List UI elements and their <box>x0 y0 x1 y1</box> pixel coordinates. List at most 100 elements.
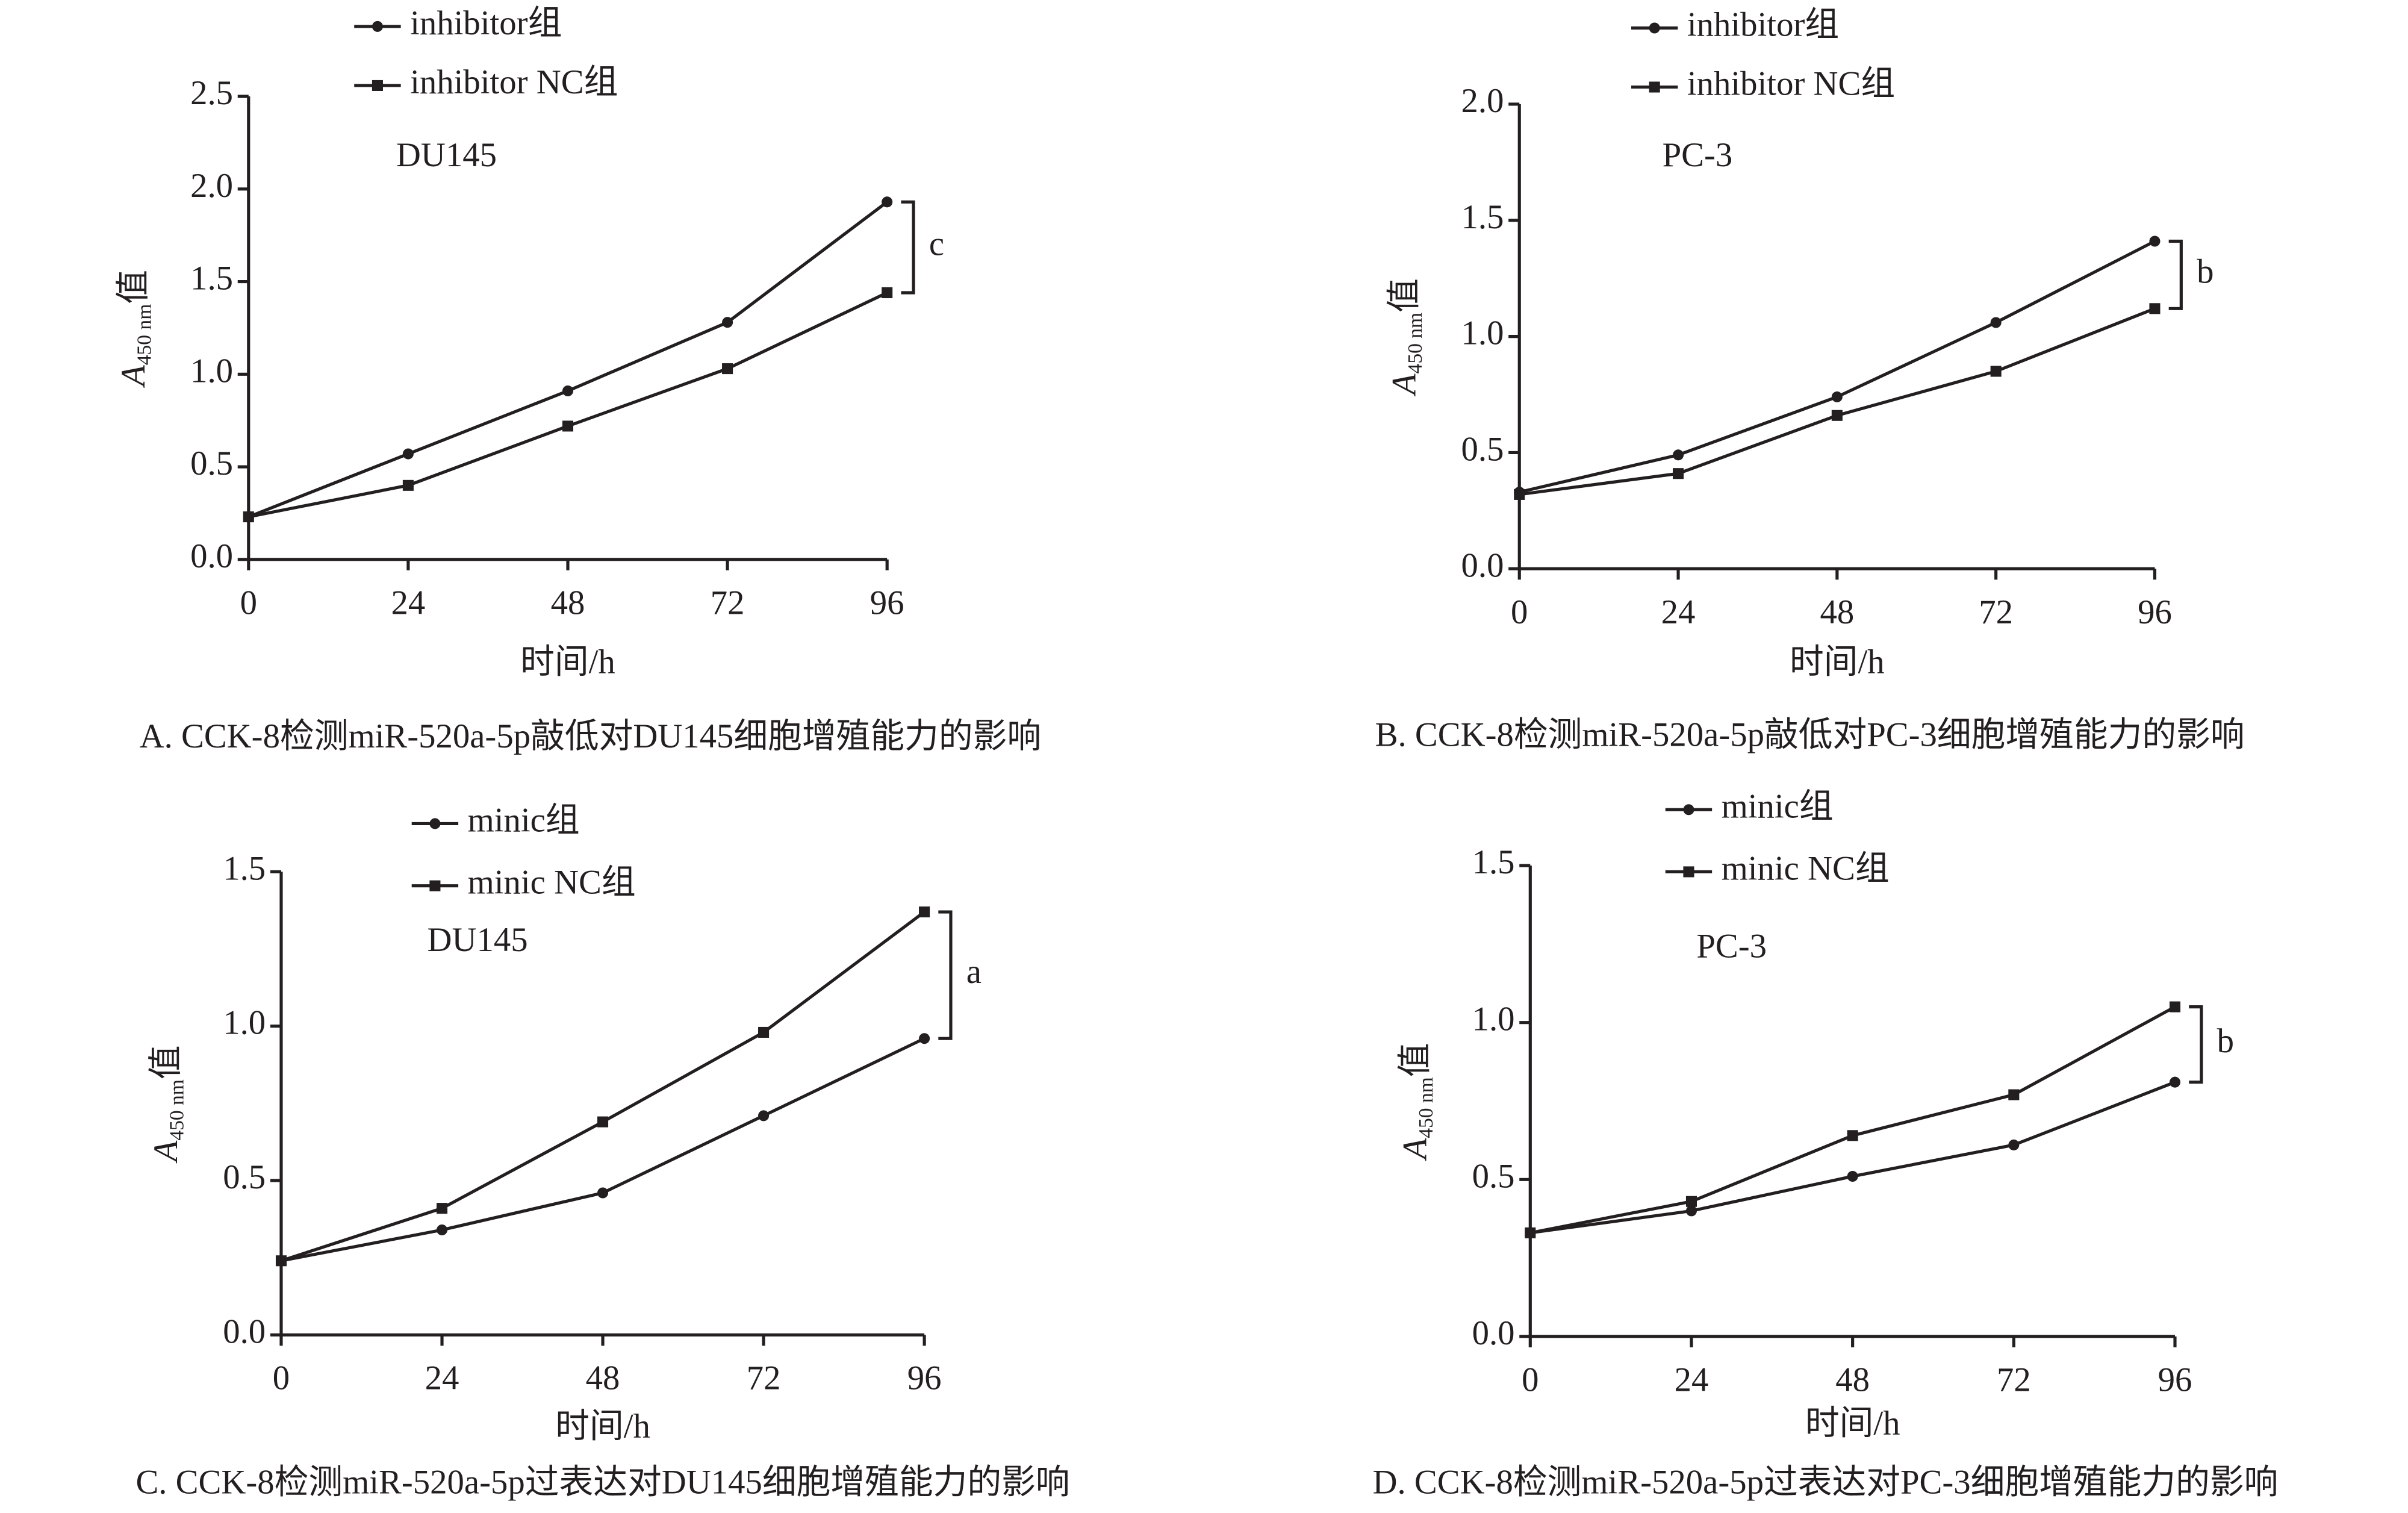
x-tick-label: 72 <box>1979 593 2013 631</box>
point <box>2008 1139 2020 1150</box>
legend-marker <box>429 818 441 829</box>
chart: 0.0 0.5 1.0 1.5 0 24 48 72 96 时间/h A450 nm值 minic组 m… <box>1373 787 2279 1501</box>
point <box>597 1187 609 1199</box>
x-axis-label: 时间/h <box>1805 1405 1900 1443</box>
point <box>597 1116 609 1128</box>
point <box>919 1033 930 1044</box>
point <box>722 363 733 375</box>
y-tick-label: 0.0 <box>190 537 233 575</box>
x-tick-label: 72 <box>711 584 745 622</box>
x-tick-label: 24 <box>425 1359 459 1397</box>
significance-bracket <box>901 200 915 295</box>
x-tick-label: 96 <box>2158 1361 2192 1399</box>
chart: 0.0 0.5 1.0 1.5 2.0 2.5 0 24 48 72 96 时间/h A450 nm值 i… <box>114 4 1041 755</box>
y-label-subscript: 450 nm <box>1415 1077 1437 1138</box>
x-tick-label: 24 <box>1675 1361 1709 1399</box>
point <box>1685 1205 1697 1217</box>
x-axis-label: 时间/h <box>555 1408 650 1446</box>
x-axis-label: 时间/h <box>1790 643 1885 681</box>
legend-marker <box>372 20 383 32</box>
x-tick-label: 96 <box>2138 593 2172 631</box>
y-axis-label: A450 nm值 <box>1396 1043 1437 1162</box>
significance-label: c <box>929 225 944 263</box>
cell-line-label: PC-3 <box>1696 927 1767 965</box>
legend-label: minic组 <box>1722 787 1834 825</box>
caption: B. CCK-8检测miR-520a-5p敲低对PC-3细胞增殖能力的影响 <box>1375 716 2245 754</box>
legend-label: inhibitor组 <box>410 4 562 42</box>
y-tick-label: 1.0 <box>1472 1000 1515 1038</box>
x-tick-label: 96 <box>870 584 904 622</box>
y-tick-label: 0.0 <box>1461 546 1504 584</box>
x-tick-label: 0 <box>240 584 257 622</box>
point <box>1685 1196 1697 1207</box>
y-tick-label: 1.0 <box>223 1004 266 1042</box>
y-tick-label: 0.5 <box>1461 431 1504 469</box>
series-line <box>1529 1081 2176 1235</box>
y-label-symbol: A <box>1396 1138 1434 1161</box>
point <box>1673 449 1684 461</box>
x-tick-label: 24 <box>1661 593 1696 631</box>
x-tick-label: 72 <box>747 1359 781 1397</box>
y-label-symbol: A <box>147 1140 185 1164</box>
y-label-symbol: A <box>114 365 152 388</box>
y-tick-label: 1.5 <box>1472 843 1515 881</box>
legend-marker <box>1649 22 1660 34</box>
point <box>1673 468 1684 479</box>
point <box>1990 317 2002 328</box>
point <box>1847 1171 1858 1182</box>
x-tick-label: 72 <box>1997 1361 2031 1399</box>
x-tick-label: 96 <box>907 1359 942 1397</box>
legend-marker <box>372 80 383 91</box>
legend-marker <box>1683 866 1694 878</box>
y-label-subscript: 450 nm <box>1404 313 1426 374</box>
series-line <box>248 291 888 519</box>
y-label-subscript: 450 nm <box>133 304 155 366</box>
legend-marker <box>1683 804 1694 816</box>
legend-label: minic NC组 <box>1722 849 1890 887</box>
y-tick-label: 2.0 <box>1461 82 1504 120</box>
point <box>436 1224 448 1236</box>
point <box>402 448 414 460</box>
significance-bracket <box>2189 1005 2203 1084</box>
point <box>402 479 414 491</box>
point <box>2149 236 2161 247</box>
point <box>1525 1227 1536 1238</box>
series-line <box>1519 240 2156 494</box>
x-tick-label: 48 <box>1820 593 1854 631</box>
chart: 0.0 0.5 1.0 1.5 2.0 0 24 48 72 96 时间/h A450 nm值 inhi… <box>1375 6 2245 754</box>
point <box>275 1255 287 1267</box>
point <box>1831 410 1843 421</box>
significance-label: b <box>2197 252 2214 290</box>
y-tick-label: 0.5 <box>190 445 233 482</box>
y-label-symbol: A <box>1386 373 1423 397</box>
significance-label: a <box>966 953 982 991</box>
point <box>882 196 893 208</box>
significance-bracket <box>2168 239 2183 310</box>
legend-label: inhibitor NC组 <box>410 63 618 101</box>
legend-label: minic NC组 <box>468 864 636 902</box>
legend-marker <box>429 880 441 891</box>
point <box>2169 1076 2181 1088</box>
y-tick-label: 1.5 <box>1461 198 1504 236</box>
y-axis-label: A450 nm值 <box>147 1045 188 1164</box>
y-label-suffix: 值 <box>1396 1043 1434 1078</box>
x-tick-label: 24 <box>391 584 426 622</box>
point <box>2169 1001 2181 1012</box>
series-line <box>247 201 888 519</box>
point <box>758 1110 770 1121</box>
y-tick-label: 0.5 <box>223 1158 266 1196</box>
y-label-subscript: 450 nm <box>166 1079 188 1141</box>
point <box>722 317 733 328</box>
point <box>919 906 930 918</box>
point <box>1514 488 1525 500</box>
point <box>1990 366 2002 377</box>
x-tick-label: 0 <box>1511 593 1528 631</box>
significance-label: b <box>2217 1022 2234 1060</box>
point <box>562 420 574 432</box>
caption: D. CCK-8检测miR-520a-5p过表达对PC-3细胞增殖能力的影响 <box>1373 1464 2279 1502</box>
y-tick-label: 1.0 <box>190 352 233 390</box>
point <box>1847 1130 1858 1141</box>
point <box>436 1203 448 1214</box>
